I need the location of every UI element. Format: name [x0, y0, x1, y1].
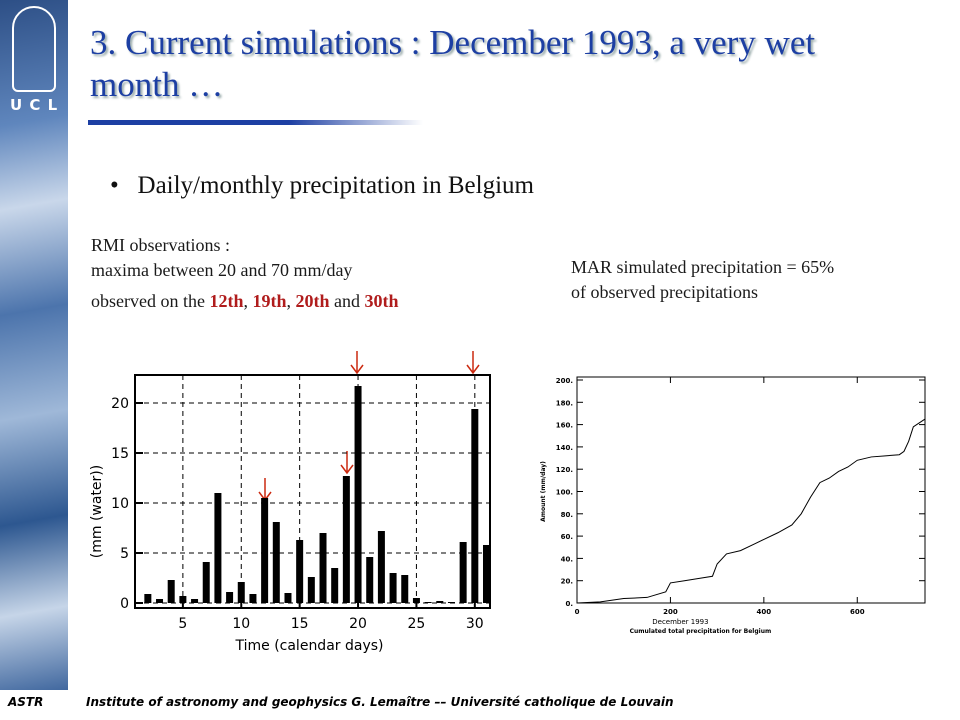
y-tick-label: 0 [120, 596, 129, 612]
x-axis-label: Time (calendar days) [234, 638, 383, 654]
arrow [258, 478, 272, 502]
day-text: and [329, 291, 365, 311]
days-line: observed on the 12th, 19th, 20th and 30t… [91, 289, 399, 314]
day-text: , [243, 291, 253, 311]
bar [156, 599, 164, 603]
bullet-text: Daily/monthly precipitation in Belgium [137, 172, 534, 199]
line [576, 418, 926, 604]
logo: U C L [10, 96, 59, 114]
bar [202, 562, 210, 603]
line: MAR simulated precipitation = 65% [571, 257, 835, 277]
day-text: 30th [364, 291, 399, 311]
day-text: 12th [209, 291, 244, 311]
crest [12, 6, 56, 92]
y-tick-label: 40. [561, 555, 573, 563]
x-tick-label: 0 [575, 608, 580, 616]
bullet: • Daily/monthly precipitation in Belgium [110, 172, 534, 199]
bar [319, 533, 327, 603]
bar [331, 568, 339, 603]
plot-frame [134, 374, 491, 609]
footer: ASTR Institute of astronomy and geophysi… [0, 690, 960, 720]
bar [214, 493, 222, 603]
charts: 0 5 10 15 20 5 10 15 20 25 30 Time (calendar days) (… [89, 351, 926, 654]
chart-subtitle: Cumulated total precipitation for Belgiu… [630, 628, 772, 635]
y-tick-label: 200. [556, 377, 573, 385]
x-tick-label: 5 [178, 616, 187, 632]
bar [389, 573, 397, 603]
bar [342, 476, 350, 603]
bar [296, 540, 304, 603]
title-rule [88, 120, 423, 125]
bar [436, 601, 444, 603]
bar [237, 582, 245, 603]
bar [424, 602, 432, 603]
y-tick-label: 5 [120, 546, 129, 562]
day-text: 20th [295, 291, 330, 311]
y-tick-label: 80. [561, 511, 573, 519]
bar [377, 531, 385, 603]
day-text: observed on the [91, 291, 210, 311]
y-tick-label: 160. [556, 422, 573, 430]
x-tick-label: 30 [466, 616, 484, 632]
plot-frame [576, 376, 926, 604]
footer-left: ASTR [8, 695, 44, 709]
mar-text: MAR simulated precipitation = 65% of obs… [571, 255, 834, 305]
bar [284, 593, 292, 603]
rmi-text: RMI observations : maxima between 20 and… [91, 233, 399, 314]
x-tick-label: 20 [349, 616, 367, 632]
y-tick-label: 60. [561, 533, 573, 541]
x-tick-label: 600 [850, 608, 865, 616]
x-tick-label: 15 [291, 616, 309, 632]
bar [482, 545, 490, 603]
bar [412, 598, 420, 603]
arrow [350, 351, 364, 375]
y-tick-label: 0. [565, 600, 573, 608]
y-tick-label: 10 [111, 496, 129, 512]
y-tick-label: 180. [556, 399, 573, 407]
bar [167, 580, 175, 603]
y-axis-label: (mm (water)) [89, 465, 105, 558]
bar [447, 602, 455, 603]
bar [144, 594, 152, 603]
bar [191, 599, 199, 603]
chart-title: December 1993 [652, 618, 708, 626]
x-tick-label: 10 [232, 616, 250, 632]
x-tick-label: 200 [663, 608, 678, 616]
arrow [340, 451, 354, 475]
bar [272, 522, 280, 603]
y-axis-label: Amount (mm/day) [540, 461, 547, 522]
bar [249, 594, 257, 603]
day-text: 19th [252, 291, 287, 311]
bar [179, 596, 187, 603]
x-tick-label: 400 [757, 608, 772, 616]
bar [354, 386, 362, 603]
line: maxima between 20 and 70 mm/day [91, 260, 353, 280]
y-tick-label: 20 [111, 396, 129, 412]
day-text: , [286, 291, 296, 311]
y-tick-label: 120. [556, 466, 573, 474]
y-tick-label: 15 [111, 446, 129, 462]
bar [471, 409, 479, 603]
line: RMI observations : [91, 235, 230, 255]
bar [366, 557, 374, 603]
y-tick-label: 140. [556, 444, 573, 452]
bar [459, 542, 467, 603]
bar [226, 592, 234, 603]
line: of observed precipitations [571, 282, 758, 302]
y-tick-label: 20. [561, 578, 573, 586]
bar [261, 498, 269, 603]
x-tick-label: 25 [408, 616, 426, 632]
arrows [258, 351, 480, 502]
bar [401, 575, 409, 603]
sky-strip: U C L [0, 0, 68, 690]
arrow [466, 351, 480, 375]
bar [307, 577, 315, 603]
title: 3. Current simulations : December 1993, … [90, 23, 816, 104]
footer-text: Institute of astronomy and geophysics G.… [86, 695, 674, 709]
y-tick-label: 100. [556, 489, 573, 497]
